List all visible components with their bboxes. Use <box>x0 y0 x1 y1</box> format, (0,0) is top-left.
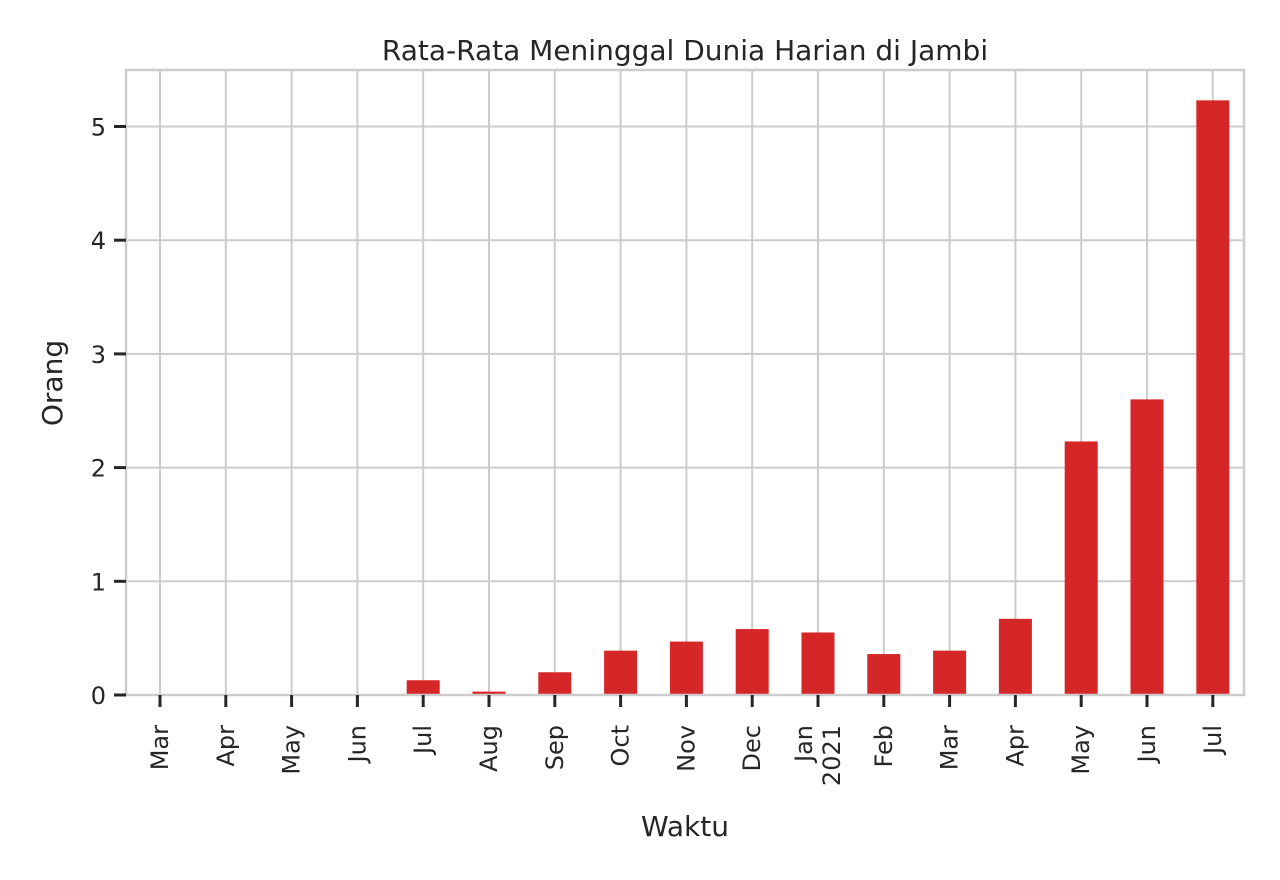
x-axis-ticks: Mar Apr May Jun Jul Aug Sep Oct Nov Dec Jan2021 Feb… <box>146 695 1227 786</box>
bar <box>472 691 506 695</box>
bar <box>1196 100 1230 695</box>
y-tick-label: 5 <box>91 114 106 142</box>
bar <box>1064 441 1098 695</box>
x-tick-label: Mar <box>146 725 174 770</box>
x-tick-label: Aug <box>475 725 503 772</box>
bar <box>933 650 967 695</box>
y-tick-label: 0 <box>91 682 106 710</box>
bars <box>406 100 1230 695</box>
x-tick-label: Jun <box>343 725 371 765</box>
y-tick-label: 2 <box>91 455 106 483</box>
bar <box>998 618 1032 695</box>
bar <box>604 650 638 695</box>
bar <box>669 641 703 695</box>
x-tick-label: Jul <box>1199 725 1227 756</box>
chart-title: Rata-Rata Meninggal Dunia Harian di Jamb… <box>382 34 988 67</box>
x-tick-label: Mar <box>936 725 964 770</box>
y-tick-label: 3 <box>91 341 106 369</box>
bar <box>801 632 835 695</box>
x-tick-label: Feb <box>870 725 898 768</box>
x-tick-label: Jul <box>409 725 437 756</box>
y-tick-label: 4 <box>91 227 106 255</box>
bar <box>406 680 440 695</box>
x-tick-label: Sep <box>541 725 569 770</box>
x-tick-label: Jun <box>1133 725 1161 765</box>
x-axis-label: Waktu <box>641 810 729 843</box>
x-tick-label: Oct <box>607 725 635 767</box>
x-tick-label: Nov <box>672 725 700 772</box>
x-tick-label: Apr <box>212 725 240 767</box>
x-tick-label: Apr <box>1001 725 1029 767</box>
y-tick-label: 1 <box>91 568 106 596</box>
x-tick-label: May <box>278 725 306 775</box>
y-axis-ticks: 0 1 2 3 4 5 <box>91 114 126 710</box>
x-tick-label: Jan2021 <box>790 725 846 786</box>
bar <box>1130 399 1164 695</box>
y-axis-label: Orang <box>36 340 69 426</box>
bar <box>538 672 572 695</box>
bar <box>867 654 901 695</box>
x-tick-label: May <box>1067 725 1095 775</box>
x-tick-label: Dec <box>738 725 766 771</box>
bar <box>735 629 769 695</box>
